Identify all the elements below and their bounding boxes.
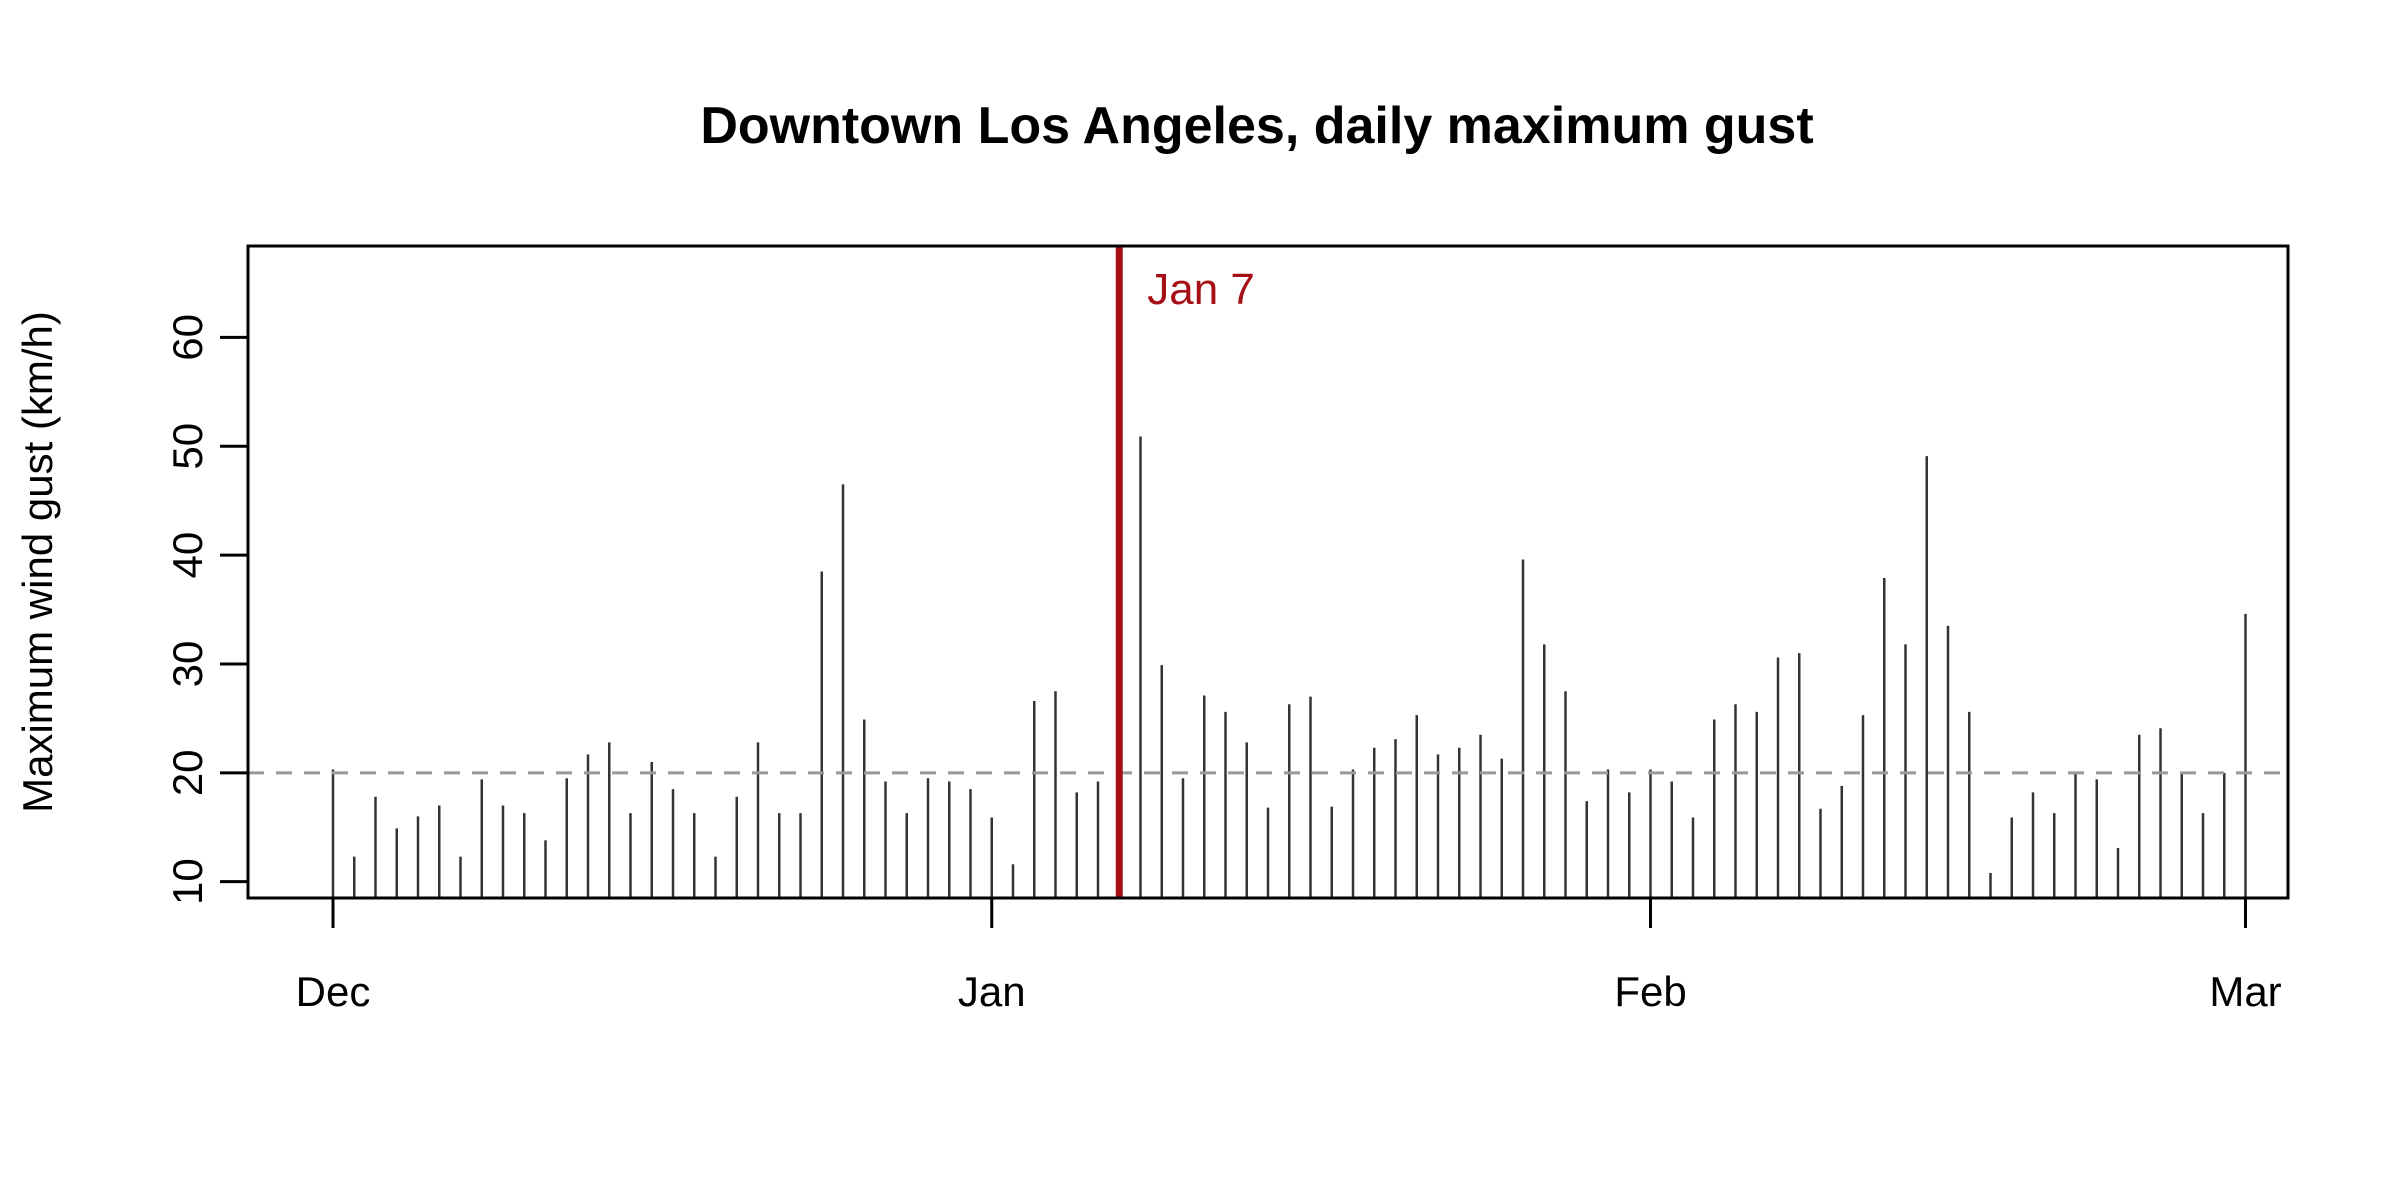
y-tick-label: 10 (164, 858, 211, 905)
plot-frame (246, 244, 2290, 900)
x-tick-label: Dec (296, 968, 371, 1015)
y-tick-label: 50 (164, 423, 211, 470)
bars-group (331, 436, 2247, 898)
y-axis: 10 20 30 40 50 60 (164, 314, 248, 905)
y-tick-label: 60 (164, 314, 211, 361)
x-tick-label: Mar (2209, 968, 2281, 1015)
y-tick-label: 40 (164, 532, 211, 579)
event-label: Jan 7 (1147, 265, 1255, 314)
x-tick-label: Feb (1614, 968, 1686, 1015)
y-tick-label: 30 (164, 641, 211, 688)
chart-title: Downtown Los Angeles, daily maximum gust (700, 97, 1813, 155)
y-tick-label: 20 (164, 749, 211, 796)
x-tick-label: Jan (958, 968, 1026, 1015)
x-axis: Dec Jan Feb Mar (296, 898, 2282, 1015)
y-axis-label: Maximum wind gust (km/h) (14, 311, 61, 813)
